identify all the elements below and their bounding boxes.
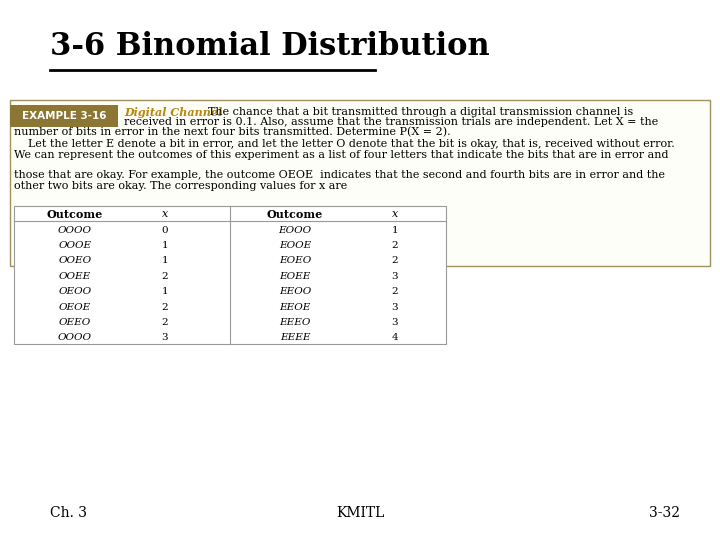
Text: 2: 2 — [392, 287, 398, 296]
Text: 2: 2 — [392, 241, 398, 250]
Text: OOEO: OOEO — [58, 256, 91, 266]
Text: 3: 3 — [392, 272, 398, 281]
Text: Outcome: Outcome — [267, 208, 323, 219]
Text: OOEE: OOEE — [59, 272, 91, 281]
Text: those that are okay. For example, the outcome OEOE  indicates that the second an: those that are okay. For example, the ou… — [14, 170, 665, 180]
Text: 2: 2 — [162, 272, 168, 281]
Text: 3-6 Binomial Distribution: 3-6 Binomial Distribution — [50, 31, 490, 62]
Text: 2: 2 — [162, 302, 168, 312]
Text: OOOO: OOOO — [58, 333, 92, 342]
Bar — [10, 105, 118, 127]
Text: 1: 1 — [162, 241, 168, 250]
Text: other two bits are okay. The corresponding values for x are: other two bits are okay. The correspondi… — [14, 181, 347, 191]
Text: x: x — [162, 209, 168, 219]
Text: 1: 1 — [162, 256, 168, 266]
Text: 4: 4 — [392, 333, 398, 342]
Text: 1: 1 — [392, 226, 398, 235]
Text: 1: 1 — [162, 287, 168, 296]
Text: EEEO: EEEO — [279, 318, 311, 327]
Text: Ch. 3: Ch. 3 — [50, 506, 87, 520]
Text: OEEO: OEEO — [59, 318, 91, 327]
Text: EEEE: EEEE — [280, 333, 310, 342]
Text: number of bits in error in the next four bits transmitted. Determine P(X = 2).: number of bits in error in the next four… — [14, 127, 451, 137]
Text: 3-32: 3-32 — [649, 506, 680, 520]
Text: 3: 3 — [162, 333, 168, 342]
Text: 3: 3 — [392, 318, 398, 327]
Text: EOEO: EOEO — [279, 256, 311, 266]
Text: EXAMPLE 3-16: EXAMPLE 3-16 — [22, 111, 107, 121]
Text: EOOE: EOOE — [279, 241, 311, 250]
Text: Outcome: Outcome — [47, 208, 103, 219]
Bar — [10, 100, 710, 266]
Text: OOOE: OOOE — [58, 241, 91, 250]
Text: 0: 0 — [162, 226, 168, 235]
Text: OOOO: OOOO — [58, 226, 92, 235]
Text: 2: 2 — [392, 256, 398, 266]
Text: received in error is 0.1. Also, assume that the transmission trials are independ: received in error is 0.1. Also, assume t… — [124, 117, 658, 127]
Text: Digital Channel: Digital Channel — [124, 106, 222, 118]
Text: KMITL: KMITL — [336, 506, 384, 520]
Text: EOEE: EOEE — [279, 272, 311, 281]
Text: 2: 2 — [162, 318, 168, 327]
Text: EEOO: EEOO — [279, 287, 311, 296]
Bar — [14, 206, 446, 344]
Text: EEOE: EEOE — [279, 302, 311, 312]
Text: EOOO: EOOO — [279, 226, 312, 235]
Text: OEOO: OEOO — [58, 287, 91, 296]
Text: x: x — [392, 209, 398, 219]
Text: We can represent the outcomes of this experiment as a list of four letters that : We can represent the outcomes of this ex… — [14, 150, 668, 160]
Text: 3: 3 — [392, 302, 398, 312]
Text: The chance that a bit transmitted through a digital transmission channel is: The chance that a bit transmitted throug… — [208, 107, 634, 117]
Text: Let the letter E denote a bit in error, and let the letter O denote that the bit: Let the letter E denote a bit in error, … — [14, 139, 675, 149]
Text: OEOE: OEOE — [59, 302, 91, 312]
